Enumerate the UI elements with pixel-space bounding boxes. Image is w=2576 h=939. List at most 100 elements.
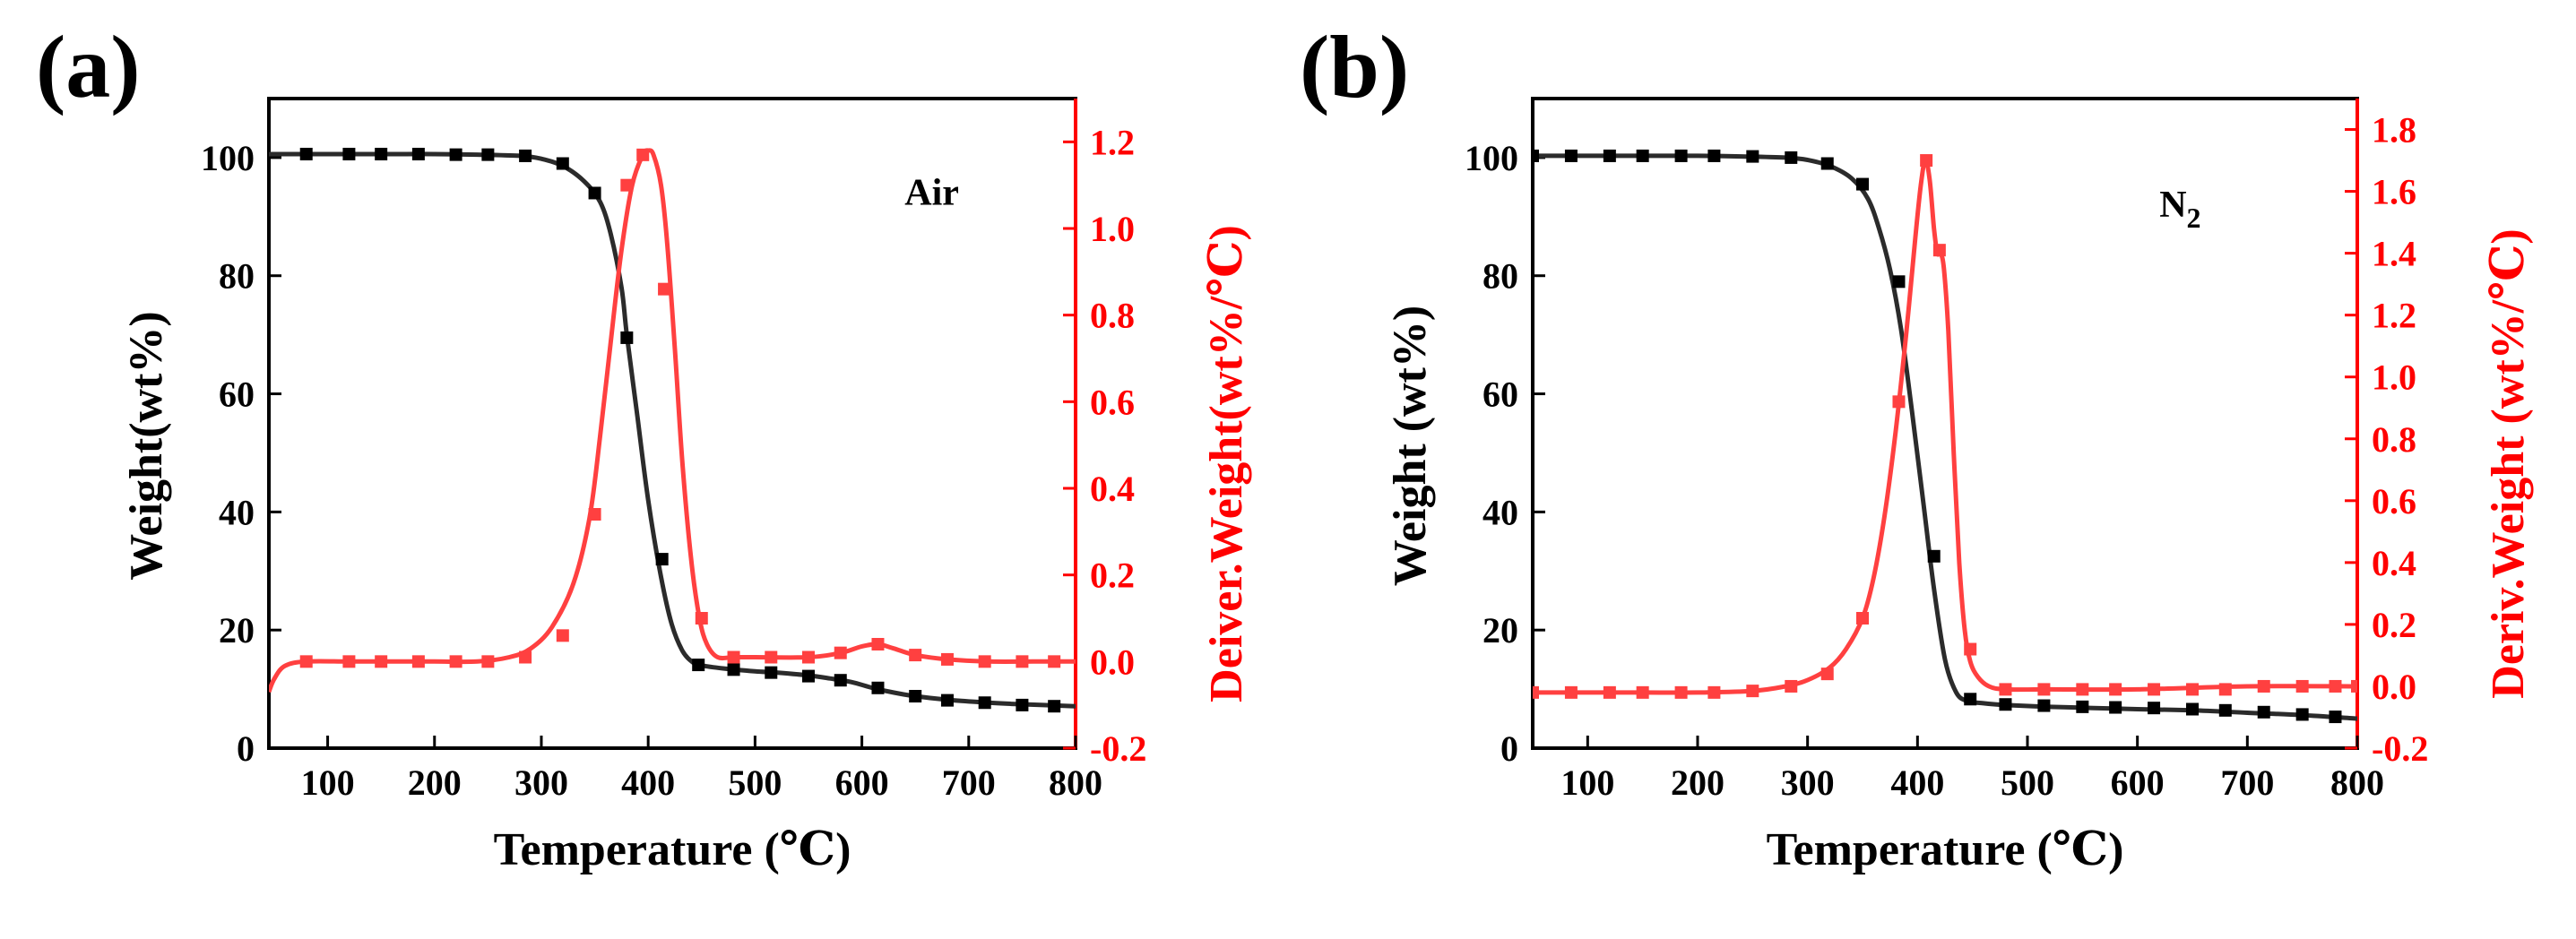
deriv-weight-marker [411, 655, 425, 668]
deriv-weight-marker [1920, 154, 1933, 168]
y-tick-label-left: 0 [1500, 728, 1518, 769]
annotation-text: N [2159, 185, 2186, 226]
weight-marker [2257, 705, 2270, 719]
weight-marker [2329, 711, 2342, 724]
weight-marker [1964, 693, 1977, 706]
deriv-weight-marker [1533, 685, 1539, 699]
weight-marker [519, 149, 532, 162]
deriv-weight-marker [2257, 679, 2270, 693]
weight-marker [1674, 149, 1688, 162]
weight-marker [620, 331, 634, 344]
weight-marker [1856, 177, 1869, 191]
annotation-subscript: 2 [2187, 202, 2201, 234]
weight-marker [1048, 700, 1061, 713]
y-tick-label-left: 40 [219, 492, 255, 532]
y-tick-label-right: 0.2 [2372, 605, 2416, 645]
y-tick-label-right: 1.6 [2372, 172, 2416, 212]
weight-marker [1820, 157, 1834, 170]
weight-line [1533, 153, 2357, 721]
panel-label: (b) [1300, 17, 1409, 116]
weight-marker [1785, 151, 1798, 164]
y-tick-label-right: 0.6 [2372, 481, 2416, 521]
y-tick-label-right: 0.6 [1090, 382, 1135, 422]
deriv-weight-marker [1932, 244, 1946, 257]
deriv-weight-marker [1636, 685, 1649, 699]
x-tick-label: 600 [835, 762, 889, 803]
x-axis-label: Temperature (℃) [1767, 824, 2124, 875]
weight-marker [2109, 701, 2122, 714]
deriv-weight-marker [1999, 683, 2012, 696]
weight-marker [1927, 549, 1941, 563]
y-tick-label-right: 0.4 [2372, 543, 2416, 583]
y-tick-label-left: 60 [1482, 375, 1518, 415]
deriv-weight-marker [1856, 612, 1869, 625]
x-tick-label: 400 [621, 762, 675, 803]
y-axis-label-right: Deriv.Weight (wt%/℃) [2483, 228, 2534, 698]
y-tick-label-right: 1.0 [2372, 358, 2416, 398]
deriv-weight-marker [1785, 679, 1798, 693]
weight-marker [342, 147, 356, 160]
weight-marker [1564, 149, 1578, 162]
y-tick-label-left: 20 [1482, 610, 1518, 650]
weight-marker [1603, 149, 1616, 162]
deriv-weight-marker [1964, 642, 1977, 656]
weight-marker [375, 147, 388, 160]
panel-b: 100 200 300 400 500 600 700 800 0 20 40 60 80 100 -0.2… [1300, 17, 2534, 875]
deriv-weight-marker [636, 148, 650, 161]
weight-marker [2186, 702, 2199, 716]
weight-marker [655, 553, 669, 566]
deriv-weight-marker [727, 650, 740, 664]
deriv-weight-marker [620, 178, 634, 192]
weight-marker [2148, 702, 2161, 715]
deriv-weight-marker [2329, 679, 2342, 693]
y-tick-label-left: 0 [237, 728, 255, 769]
deriv-weight-marker [1016, 655, 1029, 668]
y-tick-label-left: 80 [219, 256, 255, 297]
deriv-weight-marker [375, 655, 388, 668]
deriv-weight-marker [2076, 683, 2089, 696]
y-axis-label-left: Weight(wt%) [121, 311, 172, 580]
deriv-weight-marker [556, 629, 569, 642]
weight-marker [2295, 708, 2309, 721]
weight-marker [2218, 703, 2232, 717]
y-tick-label-left: 20 [219, 610, 255, 650]
deriv-weight-marker [1048, 655, 1061, 668]
weight-marker [2037, 699, 2051, 712]
weight-marker [299, 147, 313, 160]
deriv-weight-marker [909, 649, 922, 662]
deriv-weight-line [269, 148, 1076, 693]
x-tick-label: 300 [514, 762, 568, 803]
y-axis-label-left: Weight (wt%) [1385, 306, 1436, 586]
deriv-weight-marker [765, 650, 778, 664]
deriv-weight-marker [342, 655, 356, 668]
y-tick-label-right: 1.4 [2372, 234, 2416, 274]
x-tick-label: 800 [2330, 762, 2384, 803]
y-tick-label-right: -0.2 [1090, 728, 1146, 769]
annotation-text: Air [904, 173, 959, 214]
x-tick-label: 600 [2111, 762, 2165, 803]
weight-marker [449, 148, 462, 161]
panel-label: (a) [36, 17, 141, 116]
weight-marker [481, 148, 495, 161]
weight-line [269, 151, 1076, 709]
annotation-label: N2 [2159, 185, 2200, 234]
deriv-weight-marker [519, 650, 532, 664]
deriv-weight-marker [1603, 685, 1616, 699]
weight-marker [1636, 149, 1649, 162]
y-tick-label-right: -0.2 [2372, 728, 2428, 769]
weight-marker [411, 147, 425, 160]
weight-marker [1533, 149, 1539, 162]
weight-marker [1016, 698, 1029, 711]
x-tick-label: 800 [1049, 762, 1102, 803]
series-layer [1533, 149, 2357, 724]
y-tick-label-left: 100 [1465, 138, 1518, 178]
deriv-weight-marker [1674, 685, 1688, 699]
y-tick-label-left: 60 [219, 375, 255, 415]
y-tick-label-right: 1.8 [2372, 110, 2416, 151]
weight-marker [940, 693, 954, 707]
weight-marker [834, 674, 847, 687]
weight-marker [727, 663, 740, 676]
weight-marker [909, 690, 922, 702]
x-tick-label: 100 [1560, 762, 1614, 803]
x-tick-label: 300 [1781, 762, 1835, 803]
